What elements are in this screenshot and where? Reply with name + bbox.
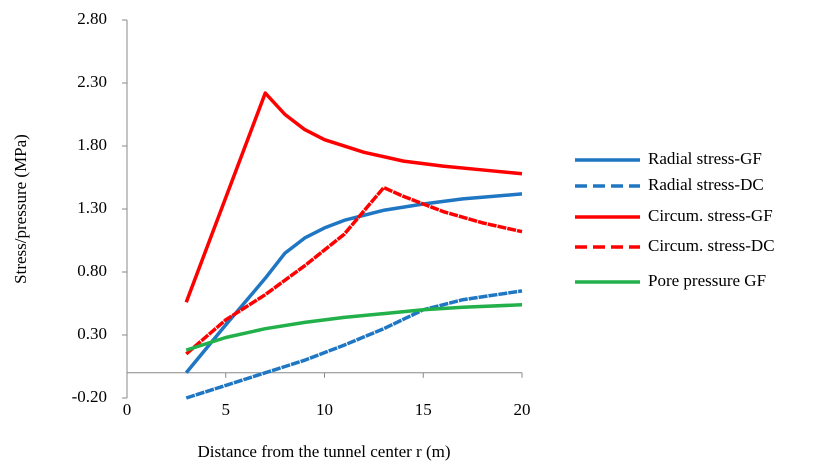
- x-axis-title: Distance from the tunnel center r (m): [197, 442, 450, 461]
- y-tick-label: 1.80: [77, 135, 107, 154]
- x-tick-label: 15: [415, 400, 432, 419]
- y-tick-label: 1.30: [77, 198, 107, 217]
- legend-label: Pore pressure GF: [648, 271, 766, 290]
- x-tick-label: 0: [123, 400, 132, 419]
- series-line: [184, 91, 523, 303]
- legend-label: Circum. stress-DC: [648, 236, 775, 255]
- y-tick-label: -0.20: [72, 387, 107, 406]
- legend-label: Radial stress-GF: [648, 149, 762, 168]
- series-line: [185, 185, 523, 356]
- legend-label: Circum. stress-GF: [648, 206, 773, 225]
- y-tick-label: 0.30: [77, 324, 107, 343]
- x-tick-label: 20: [514, 400, 531, 419]
- y-tick-label: 2.80: [77, 9, 107, 28]
- x-tick-label: 10: [316, 400, 333, 419]
- y-tick-label: 2.30: [77, 72, 107, 91]
- y-axis-title: Stress/pressure (MPa): [11, 134, 30, 284]
- series-line: [185, 289, 523, 400]
- x-tick-label: 5: [222, 400, 231, 419]
- legend-label: Radial stress-DC: [648, 175, 764, 194]
- y-tick-label: 0.80: [77, 261, 107, 280]
- series-line: [185, 303, 523, 352]
- series-line: [184, 192, 523, 374]
